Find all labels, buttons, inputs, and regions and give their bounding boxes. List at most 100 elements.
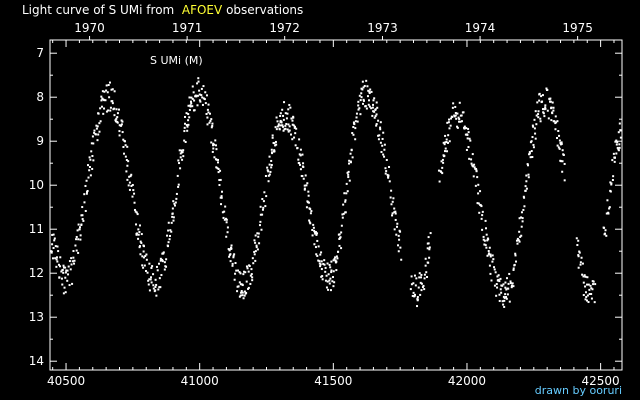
observation-point [549,100,552,103]
observation-point [215,158,218,161]
observation-point [125,170,128,173]
observation-point [608,207,611,210]
observation-point [286,112,289,115]
observation-point [55,265,58,268]
observation-point [224,205,227,208]
observation-point [294,144,297,147]
observation-point [441,166,444,169]
observation-point [155,265,158,268]
observation-point [217,171,220,174]
observation-point [486,254,489,257]
observation-point [256,232,259,235]
observation-point [328,263,331,266]
observation-point [86,189,89,192]
observation-point [616,146,619,149]
observation-point [225,235,228,238]
observation-point [344,200,347,203]
observation-point [413,274,416,277]
observation-point [191,97,194,100]
observation-point [106,91,109,94]
observation-point [390,189,393,192]
observation-point [178,162,181,165]
observation-point [503,299,506,302]
observation-point [282,118,285,121]
observation-point [290,133,293,136]
observation-point [225,218,228,221]
observation-point [92,159,95,162]
observation-point [312,226,315,229]
observation-point [362,102,365,105]
observation-point [135,211,138,214]
observation-point [558,134,561,137]
observation-point [550,119,553,122]
observation-point [317,245,320,248]
observation-point [448,127,451,130]
observation-point [121,120,124,123]
observation-point [594,283,597,286]
observation-point [261,198,264,201]
observation-point [118,134,121,137]
observation-point [419,293,422,296]
observation-point [384,167,387,170]
observation-point [89,174,92,177]
observation-point [161,260,164,263]
observation-point [382,153,385,156]
observation-point [252,262,255,265]
observation-point [159,259,162,262]
observation-point [393,228,396,231]
observation-point [530,140,533,143]
observation-point [281,108,284,111]
observation-point [104,99,107,102]
observation-point [495,294,498,297]
observation-point [330,269,333,272]
observation-point [231,264,234,267]
observation-point [475,170,478,173]
observation-point [150,266,153,269]
observation-point [307,194,310,197]
observation-point [154,285,157,288]
observation-point [552,106,555,109]
observation-point [437,169,440,172]
observation-point [162,252,165,255]
observation-point [282,125,285,128]
observation-point [64,271,67,274]
observation-point [481,210,484,213]
observation-point [284,112,287,115]
observation-point [378,134,381,137]
observation-point [187,119,190,122]
observation-point [579,263,582,266]
observation-point [551,112,554,115]
observation-point [145,253,148,256]
observation-point [484,244,487,247]
observation-point [268,155,271,158]
observation-point [200,94,203,97]
observation-point [584,298,587,301]
observation-point [374,108,377,111]
observation-point [617,149,620,152]
observation-point [260,228,263,231]
observation-point [223,210,226,213]
observation-point [587,283,590,286]
observation-point [298,153,301,156]
observation-point [619,136,622,139]
observation-point [533,127,536,130]
observation-point [79,234,82,237]
observation-point [177,183,180,186]
observation-point [50,250,53,253]
observation-point [582,281,585,284]
observation-point [234,272,237,275]
observation-point [487,250,490,253]
observation-point [302,162,305,165]
observation-point [472,165,475,168]
observation-point [413,293,416,296]
observation-point [347,173,350,176]
observation-point [158,277,161,280]
observation-point [516,237,519,240]
observation-point [152,284,155,287]
observation-point [512,268,515,271]
observation-point [391,212,394,215]
observation-point [103,99,106,102]
observation-point [379,141,382,144]
observation-point [370,90,373,93]
observation-point [208,121,211,124]
